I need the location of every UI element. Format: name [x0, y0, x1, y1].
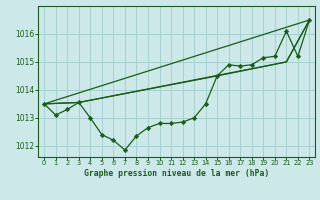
X-axis label: Graphe pression niveau de la mer (hPa): Graphe pression niveau de la mer (hPa) [84, 169, 269, 178]
